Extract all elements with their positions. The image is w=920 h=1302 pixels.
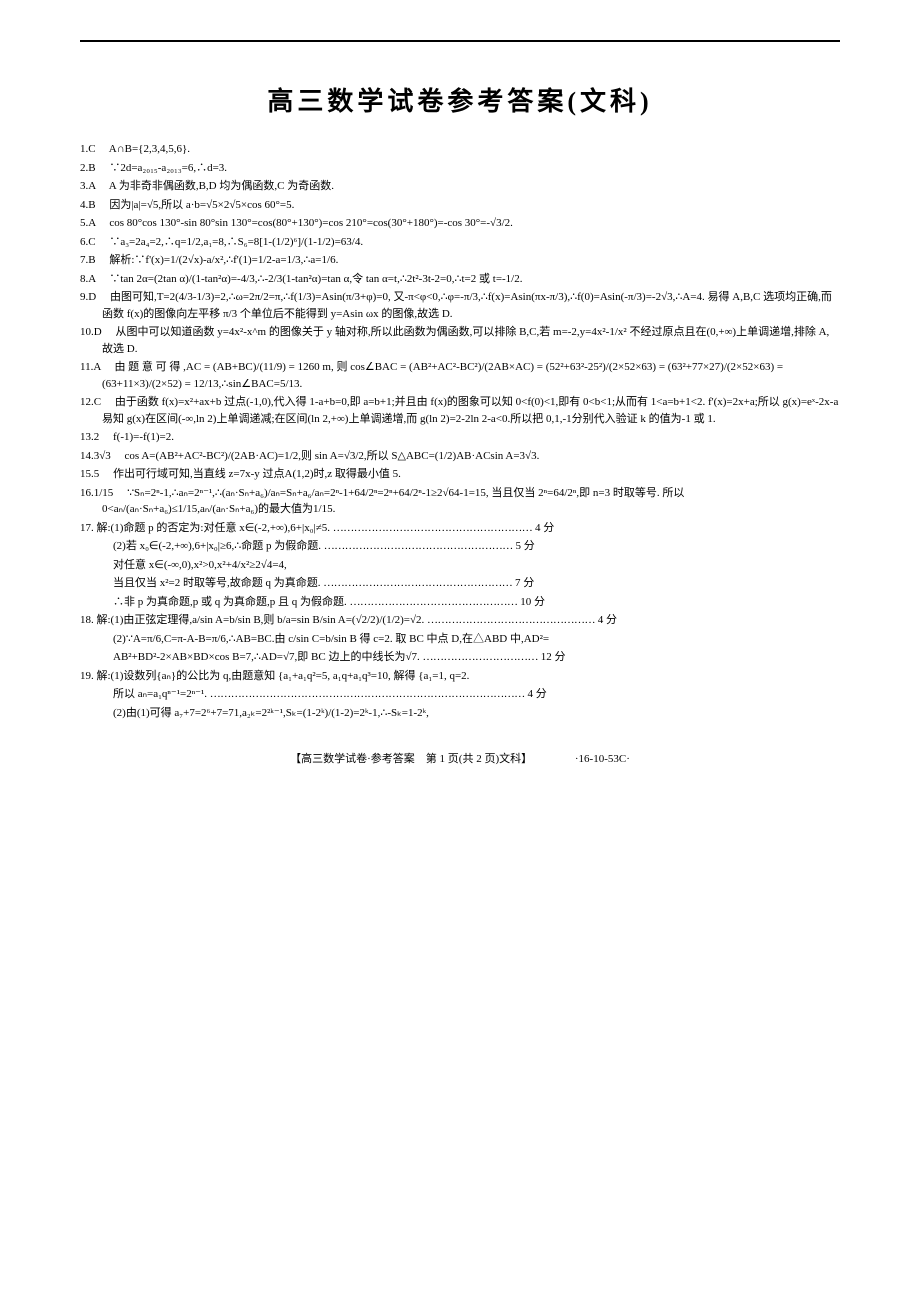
q-body: cos A=(AB²+AC²-BC²)/(2AB·AC)=1/2,则 sin A…	[125, 450, 540, 462]
q-body: ∵Sₙ=2ⁿ-1,∴aₙ=2ⁿ⁻¹,∴(aₙ·Sₙ+a₆)/aₙ=Sₙ+a₆/a…	[102, 487, 684, 516]
q-num: 14.3√3	[80, 450, 111, 462]
dot-leader: …………………………………………	[427, 614, 595, 626]
score: 4 分	[535, 522, 554, 534]
footer-code: ·16-10-53C·	[575, 751, 630, 768]
q-body: 解:(1)设数列{aₙ}的公比为 q,由题意知 {a₁+a₁q²=5, a₁q+…	[97, 670, 470, 682]
q-body: 作出可行域可知,当直线 z=7x-y 过点A(1,2)时,z 取得最小值 5.	[113, 468, 401, 480]
answer-row: 6.C ∵a₃=2a₄=2,∴q=1/2,a₁=8,∴S₆=8[1-(1/2)⁶…	[80, 234, 840, 251]
score: 10 分	[520, 596, 545, 608]
q-num: 8.A	[80, 273, 96, 285]
q-body: 由图可知,T=2(4/3-1/3)=2,∴ω=2π/2=π,∴f(1/3)=As…	[102, 291, 832, 320]
answer-row: 1.C A∩B={2,3,4,5,6}.	[80, 141, 840, 158]
q-num: 2.B	[80, 162, 96, 174]
q-body: A∩B={2,3,4,5,6}.	[109, 143, 190, 155]
q-body: f(-1)=-f(1)=2.	[113, 431, 174, 443]
answer-sub: ∴非 p 为真命题,p 或 q 为真命题,p 且 q 为假命题. ……………………	[80, 594, 840, 611]
q-body: 解析:∵f'(x)=1/(2√x)-a/x²,∴f'(1)=1/2-a=1/3,…	[109, 254, 338, 266]
q-num: 9.D	[80, 291, 96, 303]
score: 5 分	[516, 540, 535, 552]
q-body: ∴非 p 为真命题,p 或 q 为真命题,p 且 q 为假命题.	[113, 596, 347, 608]
q-body: A 为非奇非偶函数,B,D 均为偶函数,C 为奇函数.	[109, 180, 334, 192]
q-body: 从图中可以知道函数 y=4x²-x^m 的图像关于 y 轴对称,所以此函数为偶函…	[102, 326, 829, 355]
q-num: 17.	[80, 522, 94, 534]
answer-row: 12.C 由于函数 f(x)=x²+ax+b 过点(-1,0),代入得 1-a+…	[80, 394, 840, 427]
q-body: 由于函数 f(x)=x²+ax+b 过点(-1,0),代入得 1-a+b=0,即…	[102, 396, 838, 425]
score: 12 分	[541, 651, 566, 663]
page-title: 高三数学试卷参考答案(文科)	[80, 82, 840, 121]
answer-row: 16.1/15 ∵Sₙ=2ⁿ-1,∴aₙ=2ⁿ⁻¹,∴(aₙ·Sₙ+a₆)/aₙ…	[80, 485, 840, 518]
q-num: 12.C	[80, 396, 101, 408]
q-num: 7.B	[80, 254, 96, 266]
answer-row: 8.A ∵tan 2α=(2tan α)/(1-tan²α)=-4/3,∴-2/…	[80, 271, 840, 288]
q-body: 由 题 意 可 得 ,AC = (AB+BC)/(11/9) = 1260 m,…	[102, 361, 783, 390]
q-num: 6.C	[80, 236, 96, 248]
q-body: ∵a₃=2a₄=2,∴q=1/2,a₁=8,∴S₆=8[1-(1/2)⁶]/(1…	[109, 236, 363, 248]
dot-leader: …………………………………………………	[333, 522, 533, 534]
answer-sub: (2)由(1)可得 a₇+7=2⁶+7=71,a₂ₖ=2²ᵏ⁻¹,Sₖ=(1-2…	[80, 705, 840, 722]
q-body: 解:(1)命题 p 的否定为:对任意 x∈(-2,+∞),6+|x₀|≠5.	[97, 522, 331, 534]
footer-main: 【高三数学试卷·参考答案 第 1 页(共 2 页)文科】	[290, 753, 532, 765]
answer-row: 2.B ∵2d=a₂₀₁₅-a₂₀₁₃=6,∴d=3.	[80, 160, 840, 177]
q-num: 5.A	[80, 217, 96, 229]
score: 4 分	[528, 688, 547, 700]
content-body: 1.C A∩B={2,3,4,5,6}. 2.B ∵2d=a₂₀₁₅-a₂₀₁₃…	[80, 141, 840, 721]
dot-leader: ………………………………………………	[324, 540, 513, 552]
answer-row: 10.D 从图中可以知道函数 y=4x²-x^m 的图像关于 y 轴对称,所以此…	[80, 324, 840, 357]
q-num: 4.B	[80, 199, 96, 211]
q-num: 19.	[80, 670, 94, 682]
dot-leader: ………………………………………………	[323, 577, 512, 589]
q-num: 18.	[80, 614, 94, 626]
answer-sub: AB²+BD²-2×AB×BD×cos B=7,∴AD=√7,即 BC 边上的中…	[80, 649, 840, 666]
q-body: (2)∵A=π/6,C=π-A-B=π/6,∴AB=BC.由 c/sin C=b…	[113, 633, 549, 645]
answer-row: 4.B 因为|a|=√5,所以 a·b=√5×2√5×cos 60°=5.	[80, 197, 840, 214]
answer-sub: (2)若 x₀∈(-2,+∞),6+|x₀|≥6,∴命题 p 为假命题. …………	[80, 538, 840, 555]
score: 4 分	[598, 614, 617, 626]
answer-row: 3.A A 为非奇非偶函数,B,D 均为偶函数,C 为奇函数.	[80, 178, 840, 195]
q-body: 当且仅当 x²=2 时取等号,故命题 q 为真命题.	[113, 577, 321, 589]
answer-row: 11.A 由 题 意 可 得 ,AC = (AB+BC)/(11/9) = 12…	[80, 359, 840, 392]
q-body: (2)由(1)可得 a₇+7=2⁶+7=71,a₂ₖ=2²ᵏ⁻¹,Sₖ=(1-2…	[113, 707, 429, 719]
q-body: 对任意 x∈(-∞,0),x²>0,x²+4/x²≥2√4=4,	[113, 559, 287, 571]
top-rule	[80, 40, 840, 42]
dot-leader: ………………………………………………………………………………	[210, 688, 525, 700]
q-num: 10.D	[80, 326, 102, 338]
q-body: AB²+BD²-2×AB×BD×cos B=7,∴AD=√7,即 BC 边上的中…	[113, 651, 420, 663]
answer-sub: (2)∵A=π/6,C=π-A-B=π/6,∴AB=BC.由 c/sin C=b…	[80, 631, 840, 648]
q-body: 解:(1)由正弦定理得,a/sin A=b/sin B,则 b/a=sin B/…	[97, 614, 425, 626]
answer-row: 14.3√3 cos A=(AB²+AC²-BC²)/(2AB·AC)=1/2,…	[80, 448, 840, 465]
answer-row: 19. 解:(1)设数列{aₙ}的公比为 q,由题意知 {a₁+a₁q²=5, …	[80, 668, 840, 685]
q-num: 15.5	[80, 468, 99, 480]
answer-sub: 所以 aₙ=a₁qⁿ⁻¹=2ⁿ⁻¹. …………………………………………………………	[80, 686, 840, 703]
q-body: 所以 aₙ=a₁qⁿ⁻¹=2ⁿ⁻¹.	[113, 688, 207, 700]
dot-leader: …………………………………………	[350, 596, 518, 608]
q-num: 16.1/15	[80, 487, 113, 499]
answer-row: 5.A cos 80°cos 130°-sin 80°sin 130°=cos(…	[80, 215, 840, 232]
answer-sub: 对任意 x∈(-∞,0),x²>0,x²+4/x²≥2√4=4,	[80, 557, 840, 574]
answer-row: 18. 解:(1)由正弦定理得,a/sin A=b/sin B,则 b/a=si…	[80, 612, 840, 629]
page-footer: 【高三数学试卷·参考答案 第 1 页(共 2 页)文科】 ·16-10-53C·	[80, 751, 840, 768]
q-body: (2)若 x₀∈(-2,+∞),6+|x₀|≥6,∴命题 p 为假命题.	[113, 540, 321, 552]
q-body: ∵tan 2α=(2tan α)/(1-tan²α)=-4/3,∴-2/3(1-…	[109, 273, 522, 285]
answer-row: 15.5 作出可行域可知,当直线 z=7x-y 过点A(1,2)时,z 取得最小…	[80, 466, 840, 483]
q-num: 1.C	[80, 143, 96, 155]
q-body: ∵2d=a₂₀₁₅-a₂₀₁₃=6,∴d=3.	[109, 162, 227, 174]
score: 7 分	[515, 577, 534, 589]
answer-row: 7.B 解析:∵f'(x)=1/(2√x)-a/x²,∴f'(1)=1/2-a=…	[80, 252, 840, 269]
q-num: 13.2	[80, 431, 99, 443]
answer-sub: 当且仅当 x²=2 时取等号,故命题 q 为真命题. ……………………………………	[80, 575, 840, 592]
q-body: cos 80°cos 130°-sin 80°sin 130°=cos(80°+…	[109, 217, 513, 229]
dot-leader: ……………………………	[423, 651, 539, 663]
answer-row: 9.D 由图可知,T=2(4/3-1/3)=2,∴ω=2π/2=π,∴f(1/3…	[80, 289, 840, 322]
answer-row: 13.2 f(-1)=-f(1)=2.	[80, 429, 840, 446]
answer-row: 17. 解:(1)命题 p 的否定为:对任意 x∈(-2,+∞),6+|x₀|≠…	[80, 520, 840, 537]
q-body: 因为|a|=√5,所以 a·b=√5×2√5×cos 60°=5.	[109, 199, 294, 211]
q-num: 3.A	[80, 180, 96, 192]
q-num: 11.A	[80, 361, 101, 373]
